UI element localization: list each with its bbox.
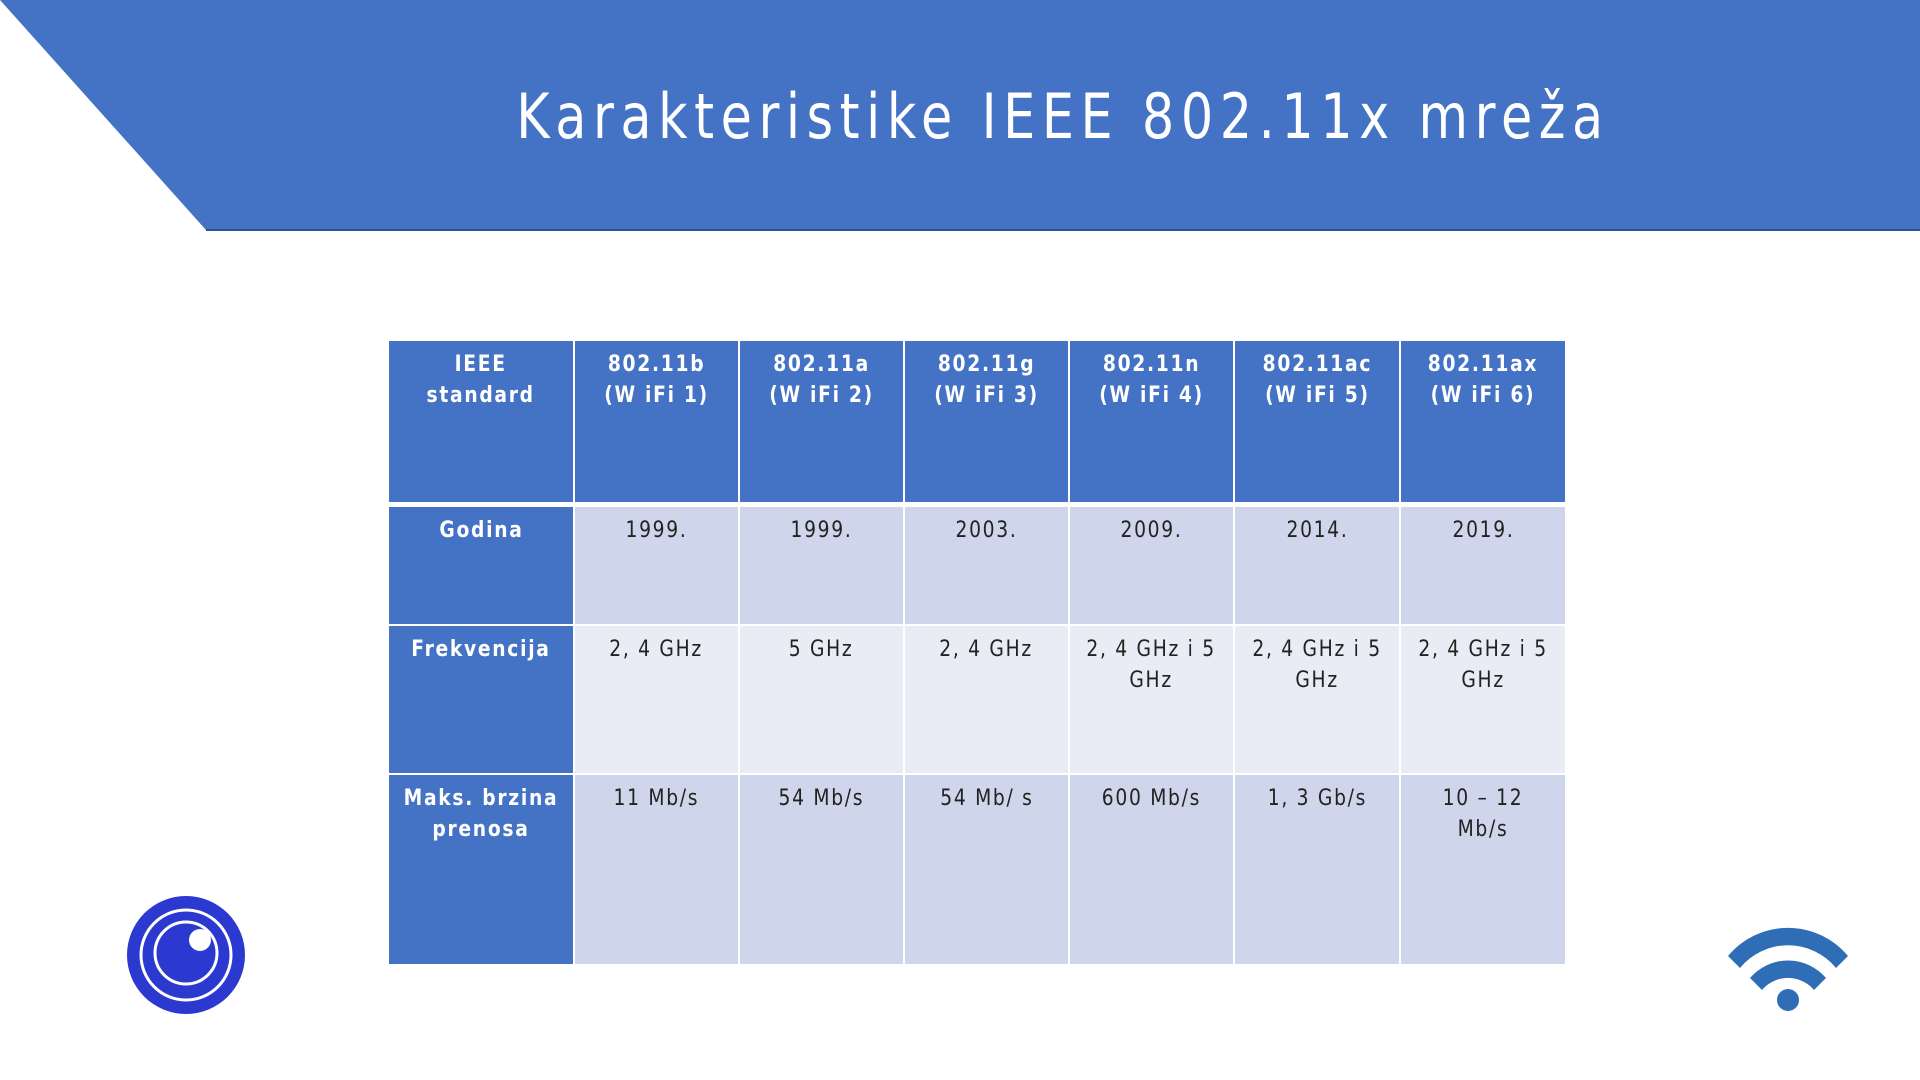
row-label-text: prenosa	[432, 817, 530, 842]
cell-text: 2009.	[1120, 518, 1183, 543]
banner-shape	[0, 0, 1920, 231]
cell-text: 2014.	[1285, 518, 1349, 543]
table-cell: 5 GHz	[738, 624, 905, 775]
table-cell: 2014.	[1233, 502, 1401, 626]
title-banner: Karakteristike IEEE 802.11x mreža	[0, 0, 1920, 232]
target-lens-logo-icon	[126, 895, 246, 1015]
cell-text: 2003.	[955, 518, 1018, 543]
table-cell: 2, 4 GHz i 5 GHz	[1399, 624, 1567, 775]
header-label-cell: IEEE standard	[387, 339, 575, 506]
cell-text: 2, 4 GHz i 5	[1086, 637, 1217, 662]
header-wifi-gen: (W iFi 2)	[769, 383, 874, 408]
table-cell: 11 Mb/s	[573, 773, 740, 966]
cell-text: 600 Mb/s	[1101, 786, 1202, 811]
cell-text: 10 – 12 Mb/s	[1442, 786, 1524, 842]
table-cell: 2009.	[1068, 502, 1235, 626]
table-cell: 1, 3 Gb/s	[1233, 773, 1401, 966]
row-label-text: Godina	[438, 518, 524, 543]
table-cell: 10 – 12 Mb/s	[1399, 773, 1567, 966]
cell-text: 1999.	[790, 518, 853, 543]
header-wifi-gen: (W iFi 4)	[1099, 383, 1204, 408]
table-cell: 1999.	[738, 502, 905, 626]
table-cell: 2, 4 GHz i 5 GHz	[1233, 624, 1401, 775]
row-label-text: Frekvencija	[411, 637, 551, 662]
wifi-icon	[1722, 920, 1854, 1016]
table-row-maks-brzina: Maks. brzina prenosa 11 Mb/s 54 Mb/s 54 M…	[387, 773, 1567, 966]
header-wifi-gen: (W iFi 3)	[934, 383, 1039, 408]
cell-text: GHz	[1295, 668, 1339, 693]
header-wifi-gen: (W iFi 6)	[1430, 383, 1536, 408]
row-label-godina: Godina	[387, 502, 575, 626]
header-wifi-gen: (W iFi 5)	[1264, 383, 1370, 408]
header-label-line: standard	[426, 383, 536, 408]
table-cell: 54 Mb/s	[738, 773, 905, 966]
ieee-comparison-table: IEEE standard 802.11b (W iFi 1) 802.11a (W…	[387, 339, 1567, 966]
cell-text: 54 Mb/s	[778, 786, 865, 811]
cell-text: 54 Mb/ s	[939, 786, 1034, 811]
table-cell: 2019.	[1399, 502, 1567, 626]
cell-text: GHz	[1129, 668, 1174, 693]
row-label-maks-brzina: Maks. brzina prenosa	[387, 773, 575, 966]
header-standard: 802.11g	[937, 352, 1036, 377]
cell-text: 2, 4 GHz	[609, 637, 704, 662]
table-cell: 2, 4 GHz i 5 GHz	[1068, 624, 1235, 775]
table-cell: 2003.	[903, 502, 1070, 626]
cell-text: 2, 4 GHz	[939, 637, 1034, 662]
cell-text: 1999.	[625, 518, 688, 543]
slide-title: Karakteristike IEEE 802.11x mreža	[516, 79, 1610, 153]
header-cell-80211ax: 802.11ax (W iFi 6)	[1399, 339, 1567, 506]
header-standard: 802.11n	[1102, 352, 1201, 377]
table-header-row: IEEE standard 802.11b (W iFi 1) 802.11a (W…	[387, 339, 1567, 506]
header-standard: 802.11ax	[1427, 352, 1539, 377]
row-label-frekvencija: Frekvencija	[387, 624, 575, 775]
cell-text: 2, 4 GHz i 5	[1252, 637, 1382, 662]
header-cell-80211n: 802.11n (W iFi 4)	[1068, 339, 1235, 506]
table-cell: 2, 4 GHz	[573, 624, 740, 775]
cell-text: GHz	[1461, 668, 1505, 693]
header-standard: 802.11ac	[1262, 352, 1372, 377]
cell-text: 1, 3 Gb/s	[1267, 786, 1367, 811]
header-cell-80211ac: 802.11ac (W iFi 5)	[1233, 339, 1401, 506]
table-row-frekvencija: Frekvencija 2, 4 GHz 5 GHz 2, 4 GHz 2, 4…	[387, 624, 1567, 775]
header-cell-80211a: 802.11a (W iFi 2)	[738, 339, 905, 506]
table-cell: 2, 4 GHz	[903, 624, 1070, 775]
table-cell: 600 Mb/s	[1068, 773, 1235, 966]
table-cell: 1999.	[573, 502, 740, 626]
cell-text: 2019.	[1451, 518, 1515, 543]
header-cell-80211g: 802.11g (W iFi 3)	[903, 339, 1070, 506]
table-cell: 54 Mb/ s	[903, 773, 1070, 966]
header-wifi-gen: (W iFi 1)	[604, 383, 709, 408]
cell-text: 5 GHz	[789, 637, 854, 662]
header-cell-80211b: 802.11b (W iFi 1)	[573, 339, 740, 506]
table-row-godina: Godina 1999. 1999. 2003. 2009. 2014. 201…	[387, 502, 1567, 626]
header-label-line: IEEE	[454, 352, 508, 377]
header-standard: 802.11a	[773, 352, 870, 377]
row-label-text: Maks. brzina	[403, 786, 559, 811]
header-standard: 802.11b	[607, 352, 706, 377]
cell-text: 11 Mb/s	[613, 786, 700, 811]
cell-text: 2, 4 GHz i 5	[1418, 637, 1548, 662]
